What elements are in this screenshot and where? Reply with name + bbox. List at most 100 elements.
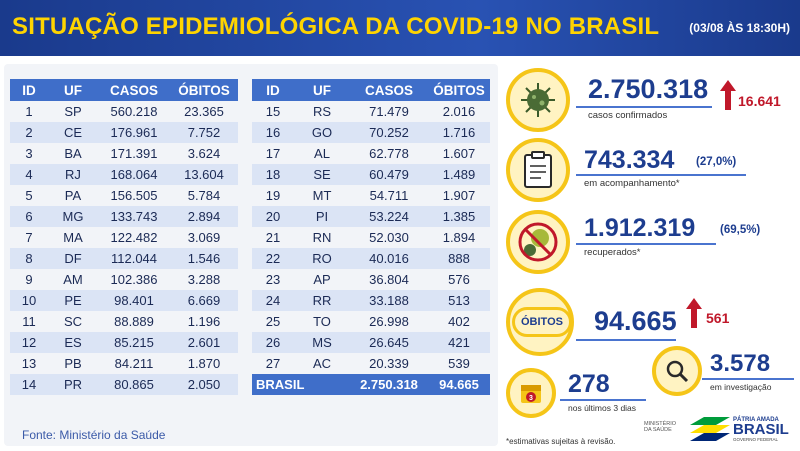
last3days-value: 278: [568, 370, 610, 398]
brasil-flag-logo: [690, 417, 730, 441]
cell-id: 11: [22, 314, 36, 329]
recovered-pct: (69,5%): [720, 224, 761, 236]
table-row: 21 RN 52.030 1.894: [252, 227, 490, 248]
cell-uf: AP: [313, 272, 331, 287]
header-banner: SITUAÇÃO EPIDEMIOLÓGICA DA COVID-19 NO B…: [0, 0, 800, 56]
cell-obitos: 2.601: [170, 332, 238, 353]
table-row: 23 AP 36.804 576: [252, 269, 490, 290]
last3days-icon-circle: 3: [506, 368, 556, 418]
table-row: 18 SE 60.479 1.489: [252, 164, 490, 185]
col-uf: UF: [294, 79, 350, 101]
total-obitos: 94.665: [428, 374, 490, 395]
cell-uf: PB: [64, 356, 82, 371]
investigation-icon-circle: [652, 346, 702, 396]
virus-icon: [521, 83, 555, 117]
cell-uf: PE: [48, 290, 98, 311]
table-row: 22 RO 40.016 888: [252, 248, 490, 269]
cell-uf: SC: [63, 314, 83, 329]
cell-id: 3: [25, 146, 33, 161]
cell-obitos: 402: [448, 314, 470, 329]
last3days-label: nos últimos 3 dias: [568, 403, 637, 413]
table-row: 24 RR 33.188 513: [252, 290, 490, 311]
total-row: BRASIL 2.750.318 94.665: [252, 374, 490, 395]
magnifier-icon: [666, 360, 689, 383]
cell-uf: AM: [63, 272, 83, 287]
cell-casos: 176.961: [98, 122, 170, 143]
cell-casos: 88.889: [114, 314, 154, 329]
cell-id: 26: [252, 332, 294, 353]
cell-id: 9: [25, 272, 33, 287]
col-uf: UF: [48, 79, 98, 101]
deaths-underline: [576, 339, 676, 341]
cell-casos: 102.386: [110, 272, 158, 287]
cell-casos: 36.804: [369, 272, 409, 287]
cell-obitos: 3.069: [187, 230, 221, 245]
cell-obitos: 5.784: [187, 188, 221, 203]
cell-casos: 156.505: [110, 188, 158, 203]
page-title: SITUAÇÃO EPIDEMIOLÓGICA DA COVID-19 NO B…: [12, 13, 660, 40]
cell-id: 7: [25, 230, 33, 245]
cell-id: 1: [25, 104, 33, 119]
states-table-right: ID UF CASOS ÓBITOS 15 RS 71.479 2.016 16 GO 70…: [252, 79, 490, 395]
table-row: 7 MA 122.482 3.069: [10, 227, 238, 248]
cell-obitos: 1.489: [428, 164, 490, 185]
deaths-value: 94.665: [594, 306, 677, 336]
cell-casos: 26.645: [350, 332, 428, 353]
cell-uf: RS: [312, 104, 332, 119]
recovered-underline: [576, 243, 716, 245]
cell-obitos: 1.894: [442, 230, 476, 245]
cell-casos: 122.482: [110, 230, 158, 245]
monitoring-icon-circle: [506, 138, 570, 202]
calendar-icon: 3: [521, 385, 541, 403]
brand-line1: PÁTRIA AMADA: [733, 417, 779, 423]
cell-id: 27: [265, 356, 281, 371]
table-row: 19 MT 54.711 1.907: [252, 185, 490, 206]
cell-casos: 171.391: [110, 146, 158, 161]
cell-uf: PA: [64, 188, 82, 203]
monitoring-underline: [576, 174, 746, 176]
cell-casos: 52.030: [369, 230, 409, 245]
cell-obitos: 1.546: [170, 248, 238, 269]
cell-id: 19: [265, 188, 281, 203]
cell-uf: PR: [48, 374, 98, 395]
cell-obitos: 3.288: [187, 272, 221, 287]
investigation-underline: [702, 378, 794, 380]
report-date: (03/08 ÀS 18:30H): [689, 21, 790, 35]
confirmed-label: casos confirmados: [588, 110, 668, 121]
cell-obitos: 421: [428, 332, 490, 353]
cell-obitos: 23.365: [184, 104, 224, 119]
table-row: 9 AM 102.386 3.288: [10, 269, 238, 290]
table-header-row: ID UF CASOS ÓBITOS: [10, 79, 238, 101]
cell-uf: TO: [313, 314, 331, 329]
ministry-logo-text: MINISTÉRIO DA SAÚDE: [644, 421, 677, 433]
col-casos: CASOS: [98, 79, 170, 101]
recovered-label: recuperados*: [584, 247, 641, 258]
arrow-up-icon: [720, 80, 736, 110]
calendar-number: 3: [529, 395, 533, 402]
col-id: ID: [10, 79, 48, 101]
cell-casos: 40.016: [350, 248, 428, 269]
col-id: ID: [252, 79, 294, 101]
cell-obitos: 888: [428, 248, 490, 269]
clipboard-icon: [524, 151, 552, 188]
cell-casos: 60.479: [350, 164, 428, 185]
cell-obitos: 3.624: [187, 146, 221, 161]
cell-obitos: 1.716: [428, 122, 490, 143]
table-row: 27 AC 20.339 539: [252, 353, 490, 374]
cell-uf: PI: [294, 206, 350, 227]
cell-uf: RN: [312, 230, 332, 245]
investigation-label: em investigação: [710, 382, 772, 392]
cell-obitos: 13.604: [170, 164, 238, 185]
brand-block: PÁTRIA AMADA BRASIL GOVERNO FEDERAL: [733, 417, 789, 442]
cell-id: 17: [265, 146, 281, 161]
confirmed-underline: [576, 106, 712, 108]
cell-uf: RO: [294, 248, 350, 269]
cell-casos: 84.211: [114, 356, 154, 371]
table-row: 1 SP 560.218 23.365: [10, 101, 238, 122]
states-table-left: ID UF CASOS ÓBITOS 1 SP 560.218 23.365 2 CE 17…: [10, 79, 238, 395]
cell-uf: MT: [312, 188, 332, 203]
cell-uf: BA: [64, 146, 82, 161]
cell-obitos: 2.016: [442, 104, 476, 119]
table-row: 12 ES 85.215 2.601: [10, 332, 238, 353]
table-row: 17 AL 62.778 1.607: [252, 143, 490, 164]
